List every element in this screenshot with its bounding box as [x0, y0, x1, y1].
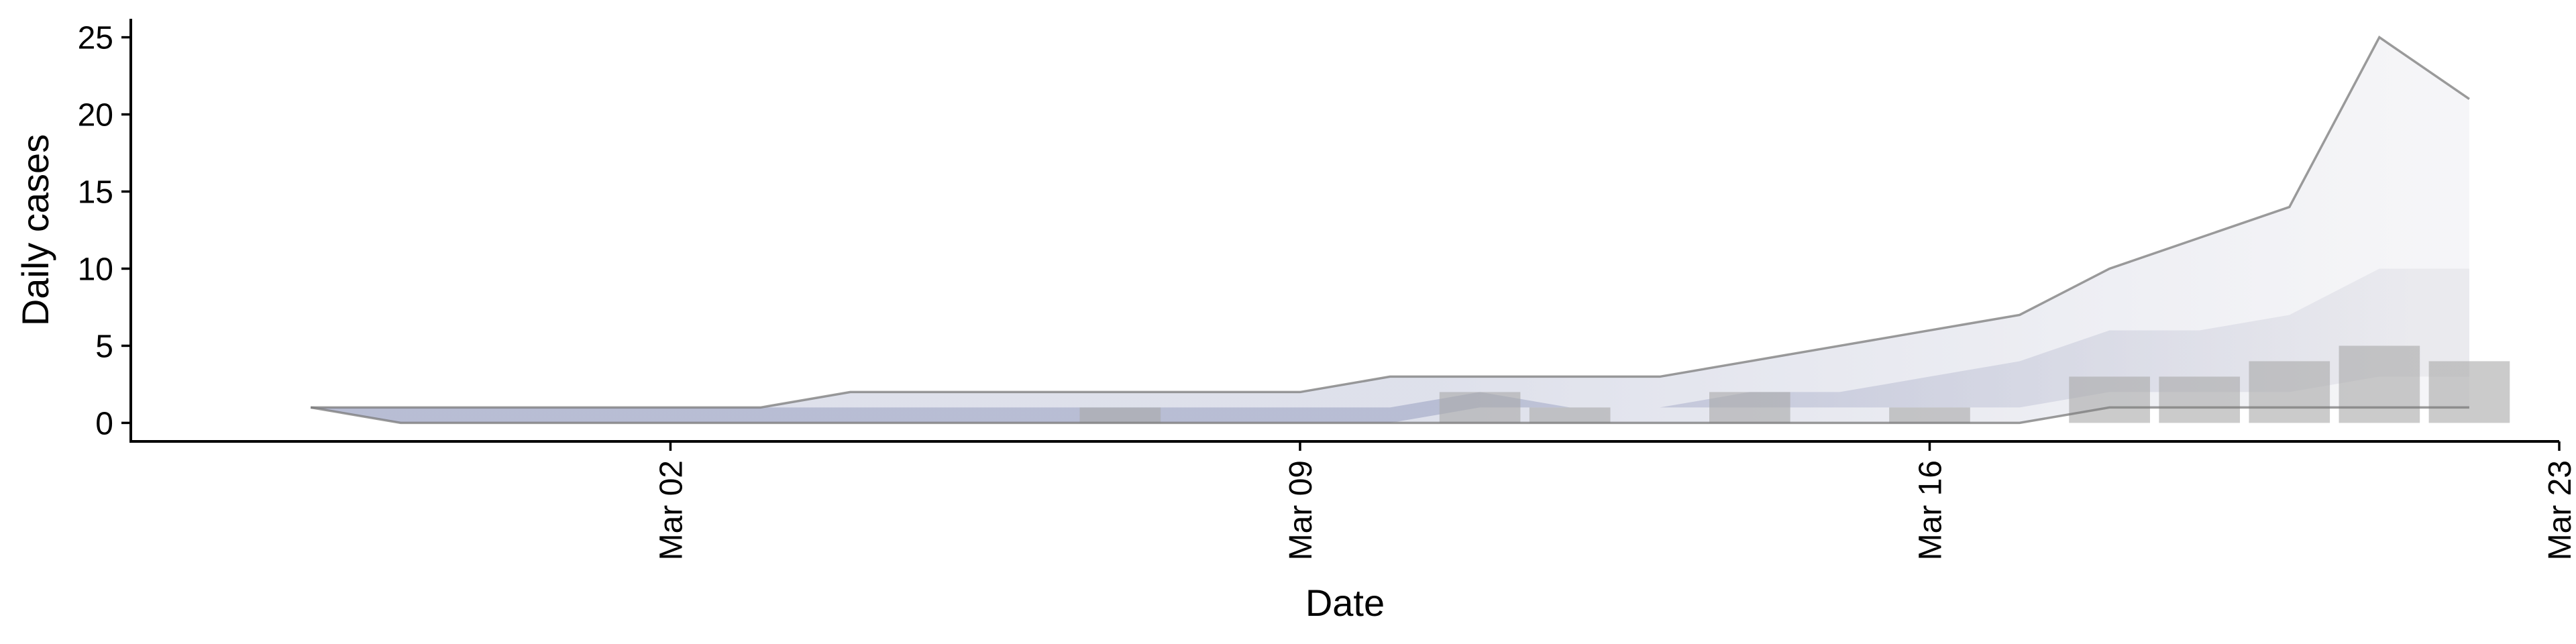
- bar: [1709, 392, 1790, 423]
- inner-interval-band: [311, 268, 2469, 423]
- x-axis-title: Date: [1305, 582, 1385, 624]
- bar: [1889, 407, 1970, 423]
- x-tick-label: Mar 16: [1913, 460, 1948, 560]
- bar: [1529, 407, 1611, 423]
- bar: [2159, 376, 2241, 423]
- lower-bound-line: [310, 406, 2469, 425]
- y-tick-label: 20: [78, 98, 113, 133]
- y-ticks: 0 5 10 15 20 25: [78, 21, 131, 441]
- x-tick-label: Mar 09: [1283, 460, 1319, 560]
- bar: [2249, 361, 2330, 423]
- bar: [2069, 376, 2150, 423]
- x-ticks: Mar 02 Mar 09 Mar 16 Mar 23: [653, 441, 2576, 560]
- bar: [2428, 361, 2510, 423]
- y-tick-label: 15: [78, 175, 113, 211]
- bar: [1439, 392, 1521, 423]
- y-tick-label: 10: [78, 252, 113, 287]
- y-tick-label: 5: [95, 329, 113, 364]
- bar: [2339, 345, 2420, 423]
- upper-bound-line: [311, 36, 2470, 409]
- plot-area: [310, 36, 2510, 425]
- y-tick-label: 0: [95, 406, 113, 441]
- bar: [1079, 407, 1161, 423]
- y-axis-title: Daily cases: [14, 134, 56, 326]
- x-tick-label: Mar 23: [2542, 460, 2576, 560]
- y-tick-label: 25: [78, 21, 113, 56]
- axes: 0 5 10 15 20 25 Mar 02 Mar 09 Mar 16 Mar 23 Date…: [14, 19, 2576, 624]
- x-tick-label: Mar 02: [653, 460, 689, 560]
